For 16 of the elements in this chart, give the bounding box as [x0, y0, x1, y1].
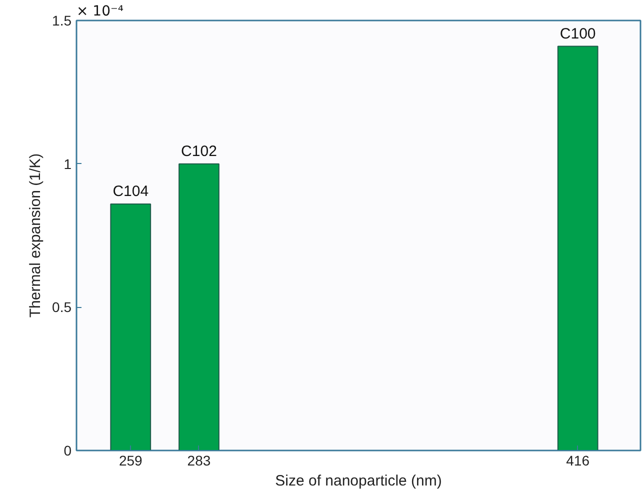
bar [557, 46, 598, 450]
bar [178, 163, 220, 450]
text: × 10⁻⁴ [76, 4, 124, 20]
y-tick-label: 0.5 [52, 299, 72, 316]
x-tick-label: 283 [187, 452, 211, 468]
annotation: C100 [560, 25, 596, 42]
annotation: C102 [181, 142, 217, 160]
y-tick-label: 0 [64, 442, 72, 458]
y-axis-title: Thermal expansion (1/K) [27, 153, 44, 318]
y-tick-label: 1 [64, 156, 72, 172]
x-axis-title: Size of nanoparticle (nm) [275, 472, 442, 490]
x-tick-label: 259 [118, 452, 143, 468]
x-tick-label: 416 [566, 452, 590, 468]
bar [110, 203, 152, 450]
y-tick-label: 1.5 [52, 12, 72, 28]
annotation: C104 [112, 182, 149, 200]
